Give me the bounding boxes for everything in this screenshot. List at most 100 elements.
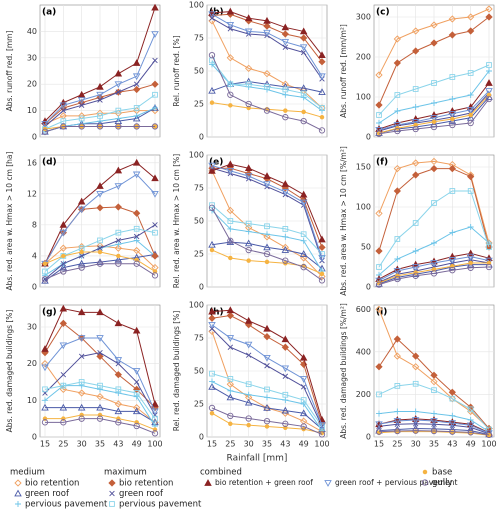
marker	[485, 257, 493, 265]
marker	[60, 260, 67, 267]
marker	[393, 187, 401, 195]
x-tick-label: 35	[95, 440, 105, 449]
marker	[77, 97, 86, 104]
marker	[60, 268, 67, 275]
marker	[376, 410, 382, 417]
marker	[449, 428, 456, 435]
marker	[412, 86, 419, 92]
x-tick-label: 25	[225, 440, 235, 449]
marker	[376, 391, 382, 398]
series-line	[378, 90, 490, 131]
marker	[448, 117, 457, 124]
legend-label: gully	[432, 478, 453, 488]
marker	[132, 114, 141, 122]
panel-label: (c)	[376, 8, 390, 18]
marker	[431, 240, 437, 246]
marker	[78, 264, 85, 271]
marker	[228, 103, 233, 108]
y-axis-label: Abs. red. damaged buildings [%]	[5, 310, 14, 433]
marker	[41, 419, 49, 426]
marker	[151, 190, 159, 198]
y-tick-label: 100	[189, 1, 204, 10]
y-tick-label: 100	[356, 203, 371, 212]
legend-marker	[15, 501, 21, 507]
y-tick-label: 150	[356, 163, 371, 172]
marker	[466, 422, 475, 430]
marker	[467, 27, 475, 35]
marker	[281, 409, 289, 417]
marker	[264, 259, 270, 265]
marker	[263, 418, 271, 425]
marker	[449, 121, 456, 129]
x-tick-label: 49	[132, 440, 142, 449]
marker	[115, 241, 122, 248]
marker	[412, 125, 419, 133]
x-tick-label: 30	[411, 440, 421, 449]
y-tick-label: 100	[189, 301, 204, 310]
series-line	[378, 98, 490, 135]
marker	[208, 166, 216, 174]
y-axis-label: Abs. red. damaged buildings [%/m²]	[339, 303, 348, 439]
marker	[467, 13, 475, 21]
marker	[132, 73, 141, 81]
marker	[282, 257, 289, 264]
marker	[209, 378, 215, 385]
marker	[151, 123, 159, 130]
y-tick-label: 200	[356, 390, 371, 399]
marker	[430, 157, 438, 166]
series-line	[378, 430, 490, 436]
marker	[96, 352, 104, 360]
y-axis-label: Abs. red. area w. Hmax > 10 cm [%/m²]	[339, 146, 348, 296]
series-line	[211, 324, 323, 426]
marker	[246, 105, 251, 111]
marker	[133, 237, 140, 244]
marker	[97, 97, 103, 103]
legend-marker	[108, 479, 116, 487]
legend-title: maximum	[104, 468, 147, 478]
marker	[133, 260, 140, 267]
marker	[208, 52, 216, 59]
marker	[152, 222, 158, 228]
marker	[318, 51, 326, 59]
marker	[468, 112, 473, 118]
marker	[97, 245, 103, 251]
legend-label: bio retention + green roof	[215, 478, 313, 487]
marker	[486, 68, 492, 74]
marker	[208, 382, 216, 390]
marker	[60, 123, 67, 130]
marker	[394, 427, 401, 435]
marker	[318, 422, 326, 430]
marker	[226, 206, 234, 215]
y-tick-label: 200	[356, 53, 371, 62]
marker	[77, 335, 86, 342]
marker	[227, 376, 234, 382]
y-tick-label: 30	[27, 323, 37, 332]
series-line	[211, 386, 323, 430]
marker	[115, 89, 122, 95]
marker	[448, 388, 456, 396]
y-tick-label: 8	[32, 220, 37, 229]
marker	[245, 391, 252, 398]
marker	[97, 118, 103, 125]
marker	[245, 100, 252, 108]
marker	[299, 353, 308, 361]
marker	[77, 403, 86, 411]
marker	[299, 44, 308, 52]
marker	[431, 410, 437, 417]
marker	[299, 409, 308, 417]
marker	[300, 49, 307, 56]
marker	[244, 164, 253, 172]
marker	[281, 406, 290, 414]
marker	[209, 370, 215, 377]
y-tick-label: 600	[356, 305, 371, 314]
marker	[96, 204, 104, 212]
marker	[299, 190, 308, 198]
marker	[264, 386, 270, 393]
marker	[60, 382, 67, 389]
marker	[300, 384, 307, 390]
marker	[59, 102, 68, 110]
marker	[96, 260, 104, 267]
y-tick-label: 50	[194, 367, 204, 376]
marker	[281, 246, 290, 253]
marker	[263, 107, 271, 114]
